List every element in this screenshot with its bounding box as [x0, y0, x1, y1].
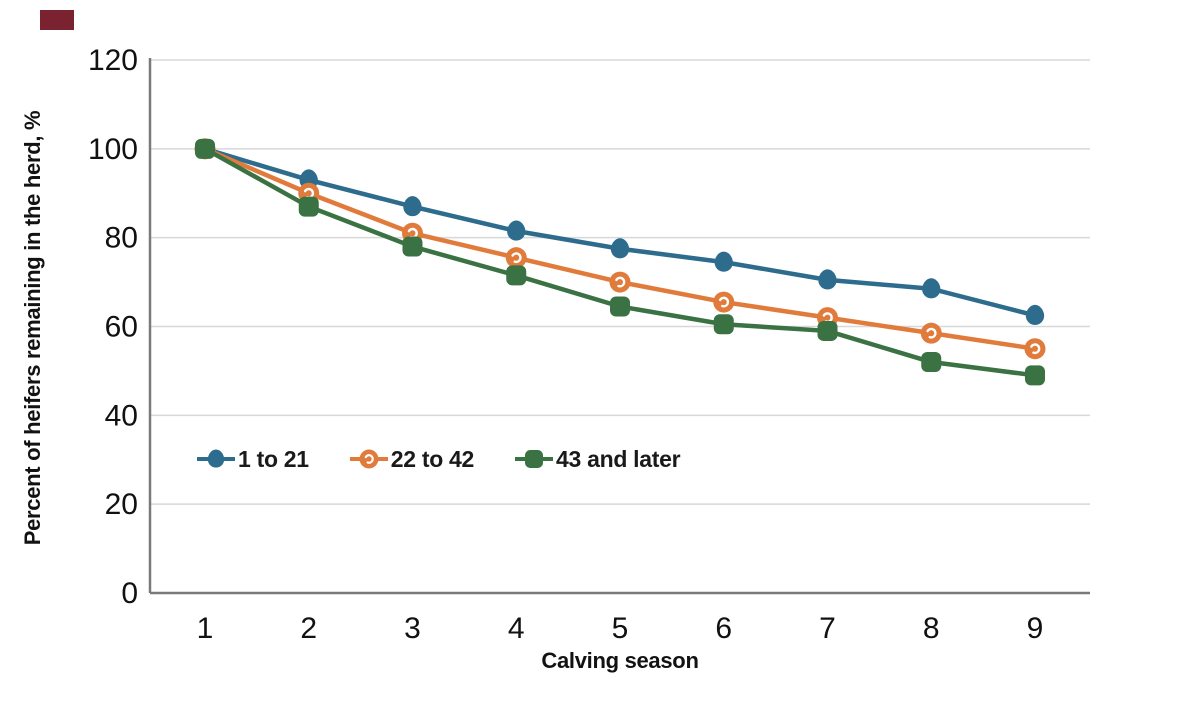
y-tick-label-120: 120 — [88, 44, 138, 77]
x-tick-label-3: 3 — [404, 612, 421, 645]
marker-22-to-42-season-8 — [920, 322, 942, 344]
y-tick-label-0: 0 — [121, 577, 138, 610]
x-tick-label-1: 1 — [197, 612, 214, 645]
x-tick-label-6: 6 — [715, 612, 732, 645]
red-accent-mark — [40, 10, 74, 30]
marker-43-and-later-season-8 — [921, 352, 942, 373]
marker-1-to-21-season-3 — [403, 196, 422, 217]
legend-item-1-to-21: 1 to 21 — [196, 444, 309, 474]
legend-label: 22 to 42 — [390, 445, 475, 472]
marker-43-and-later-season-1 — [195, 138, 215, 159]
legend-marker-shape — [359, 449, 379, 469]
x-axis-title: Calving season — [541, 648, 699, 673]
marker-22-to-42-season-9 — [1024, 338, 1046, 360]
marker-1-to-21-season-4 — [507, 220, 526, 241]
legend-marker-egg-icon — [197, 449, 235, 468]
marker-22-to-42-season-4 — [505, 247, 527, 269]
marker-1-to-21-season-7 — [818, 269, 837, 290]
y-tick-label-40: 40 — [105, 399, 138, 432]
marker-43-and-later-season-9 — [1025, 365, 1045, 386]
legend-marker-shape — [525, 450, 544, 468]
y-tick-label-60: 60 — [105, 311, 138, 344]
legend-label: 43 and later — [556, 445, 681, 472]
legend-marker-rounded-square-icon — [515, 450, 554, 468]
marker-43-and-later-season-7 — [817, 320, 838, 341]
x-tick-label-4: 4 — [508, 612, 525, 645]
marker-1-to-21-season-8 — [922, 278, 941, 299]
marker-43-and-later-season-5 — [610, 296, 630, 317]
legend: 1 to 21 22 to 42 43 and later — [196, 444, 681, 474]
marker-22-to-42-season-5 — [609, 271, 631, 293]
y-tick-label-80: 80 — [105, 222, 138, 255]
marker-43-and-later-season-2 — [298, 196, 319, 217]
legend-item-43-and-later: 43 and later — [514, 444, 681, 474]
marker-1-to-21-season-9 — [1025, 304, 1045, 325]
x-tick-label-5: 5 — [612, 612, 629, 645]
y-tick-label-20: 20 — [105, 488, 138, 521]
series-line-43-and-later — [202, 146, 1038, 378]
legend-label: 1 to 21 — [238, 445, 309, 472]
legend-marker-donut-icon — [349, 449, 388, 469]
marker-22-to-42-season-6 — [713, 291, 735, 313]
marker-43-and-later-season-4 — [506, 265, 527, 286]
y-tick-label-100: 100 — [88, 133, 138, 166]
marker-1-to-21-season-6 — [714, 251, 733, 272]
x-tick-label-8: 8 — [923, 612, 940, 645]
x-tick-label-9: 9 — [1027, 612, 1044, 645]
x-tick-label-2: 2 — [300, 612, 317, 645]
legend-marker-shape — [207, 449, 225, 468]
legend-item-22-to-42: 22 to 42 — [349, 444, 474, 474]
x-tick-label-7: 7 — [819, 612, 836, 645]
marker-43-and-later-season-6 — [713, 314, 734, 335]
marker-1-to-21-season-5 — [610, 238, 630, 259]
marker-43-and-later-season-3 — [402, 236, 423, 257]
